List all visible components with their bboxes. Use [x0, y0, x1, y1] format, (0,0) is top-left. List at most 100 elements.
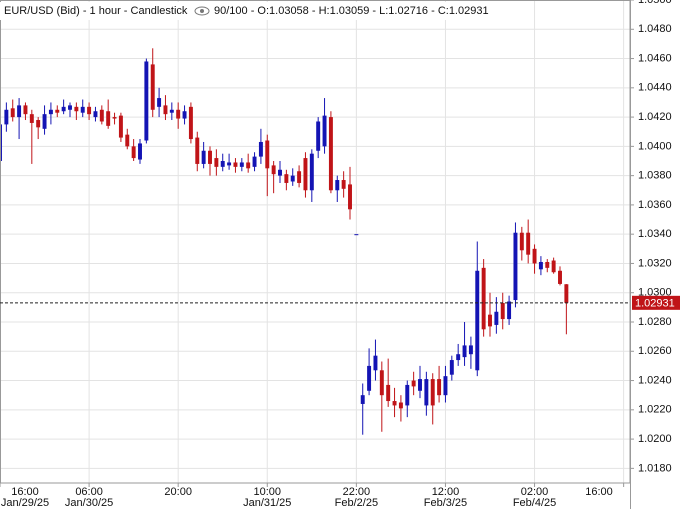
candle-body [386, 384, 391, 402]
candle-body [125, 134, 130, 147]
candle-body [494, 311, 499, 325]
candle-body [462, 345, 467, 358]
y-tick-label: 1.0320 [638, 257, 672, 269]
candle-body [513, 232, 518, 301]
candle-body [424, 379, 429, 406]
y-tick-label: 1.0220 [638, 404, 672, 416]
candle-body [475, 270, 480, 371]
chart-subtitle: 90/100 - O:1.03058 - H:1.03059 - L:1.027… [214, 5, 489, 17]
candle-body [284, 174, 289, 183]
candle-body [545, 261, 550, 268]
candle-body [42, 114, 47, 129]
candle-body [532, 248, 537, 264]
last-price-box [632, 295, 680, 310]
candle-body [437, 379, 442, 396]
candle-body [551, 260, 556, 273]
candle-body [258, 141, 263, 157]
candle-body [61, 106, 66, 112]
y-tick-label: 1.0340 [638, 228, 672, 240]
header-bg [0, 2, 470, 20]
grid [0, 0, 630, 483]
candle-body [118, 115, 123, 138]
y-tick-label: 1.0360 [638, 199, 672, 211]
candle-body [220, 161, 225, 167]
x-tick-label: 06:00 [75, 486, 103, 498]
candles [0, 48, 569, 435]
candle-body [488, 314, 492, 327]
candle-body [48, 109, 53, 115]
y-tick-label: 1.0200 [638, 433, 672, 445]
candle-body [507, 301, 512, 320]
candle-body [252, 156, 257, 167]
candle-body [500, 302, 505, 320]
y-tick-label: 1.0460 [638, 52, 672, 64]
candle-body [29, 114, 34, 123]
y-tick-label: 1.0300 [638, 287, 672, 299]
candle-body [188, 106, 193, 140]
y-tick-label: 1.0400 [638, 140, 672, 152]
candle-body [68, 105, 72, 110]
x-tick-label: 20:00 [164, 486, 192, 498]
x-tick-label: 16:00 [585, 486, 613, 498]
y-tick-label: 1.0420 [638, 111, 672, 123]
candle-body [131, 146, 136, 159]
x-date-label: Feb/4/25 [513, 497, 556, 509]
candle-body [322, 115, 327, 147]
candle-body [106, 111, 111, 126]
candle-body [182, 111, 187, 119]
candle-body [138, 143, 142, 160]
x-date-label: Jan/31/25 [243, 497, 291, 509]
candle-body [449, 360, 454, 375]
y-tick-label: 1.0260 [638, 345, 672, 357]
candle-body [55, 109, 60, 113]
candle-body [373, 355, 378, 371]
candle-body [163, 105, 168, 115]
candle-body [335, 180, 340, 191]
x-tick-label: 22:00 [343, 486, 371, 498]
candle-body [328, 117, 333, 191]
candle-body [10, 108, 15, 118]
candle-body [411, 380, 416, 387]
candle-body [144, 61, 149, 141]
candle-body [36, 120, 41, 128]
x-date-label: Feb/3/25 [424, 497, 467, 509]
candle-body [278, 169, 282, 176]
candle-body [354, 234, 359, 236]
candle-body [443, 376, 448, 396]
x-tick-label: 10:00 [254, 486, 282, 498]
candle-body [564, 284, 569, 303]
candle-body [4, 109, 9, 125]
y-tick-label: 1.0500 [638, 0, 672, 6]
last-price-label: 1.02931 [635, 298, 675, 310]
candle-body [519, 232, 524, 251]
candle-body [367, 365, 372, 391]
x-tick-label: 16:00 [11, 486, 39, 498]
candle-body [468, 345, 473, 355]
candle-body [74, 106, 79, 112]
candle-body [201, 150, 206, 164]
candle-body [80, 106, 85, 113]
y-tick-label: 1.0440 [638, 82, 672, 94]
candle-body [214, 158, 219, 167]
candle-body [271, 165, 276, 175]
candle-body [456, 354, 461, 361]
candle-body [303, 158, 308, 191]
y-tick-label: 1.0180 [638, 462, 672, 474]
candle-body [112, 117, 117, 119]
y-tick-label: 1.0280 [638, 316, 672, 328]
candle-body [405, 384, 410, 406]
candle-body [558, 270, 562, 284]
candle-body [418, 379, 422, 391]
candle-body [87, 106, 92, 115]
candle-body [195, 137, 200, 164]
candle-body [23, 105, 28, 115]
candle-body [227, 162, 232, 166]
candle-body [379, 370, 384, 396]
candle-body [99, 109, 104, 122]
candle-body [341, 180, 346, 189]
candle-body [309, 153, 314, 191]
x-tick-label: 12:00 [432, 486, 460, 498]
candle-body [398, 402, 403, 409]
y-tick-label: 1.0480 [638, 23, 672, 35]
